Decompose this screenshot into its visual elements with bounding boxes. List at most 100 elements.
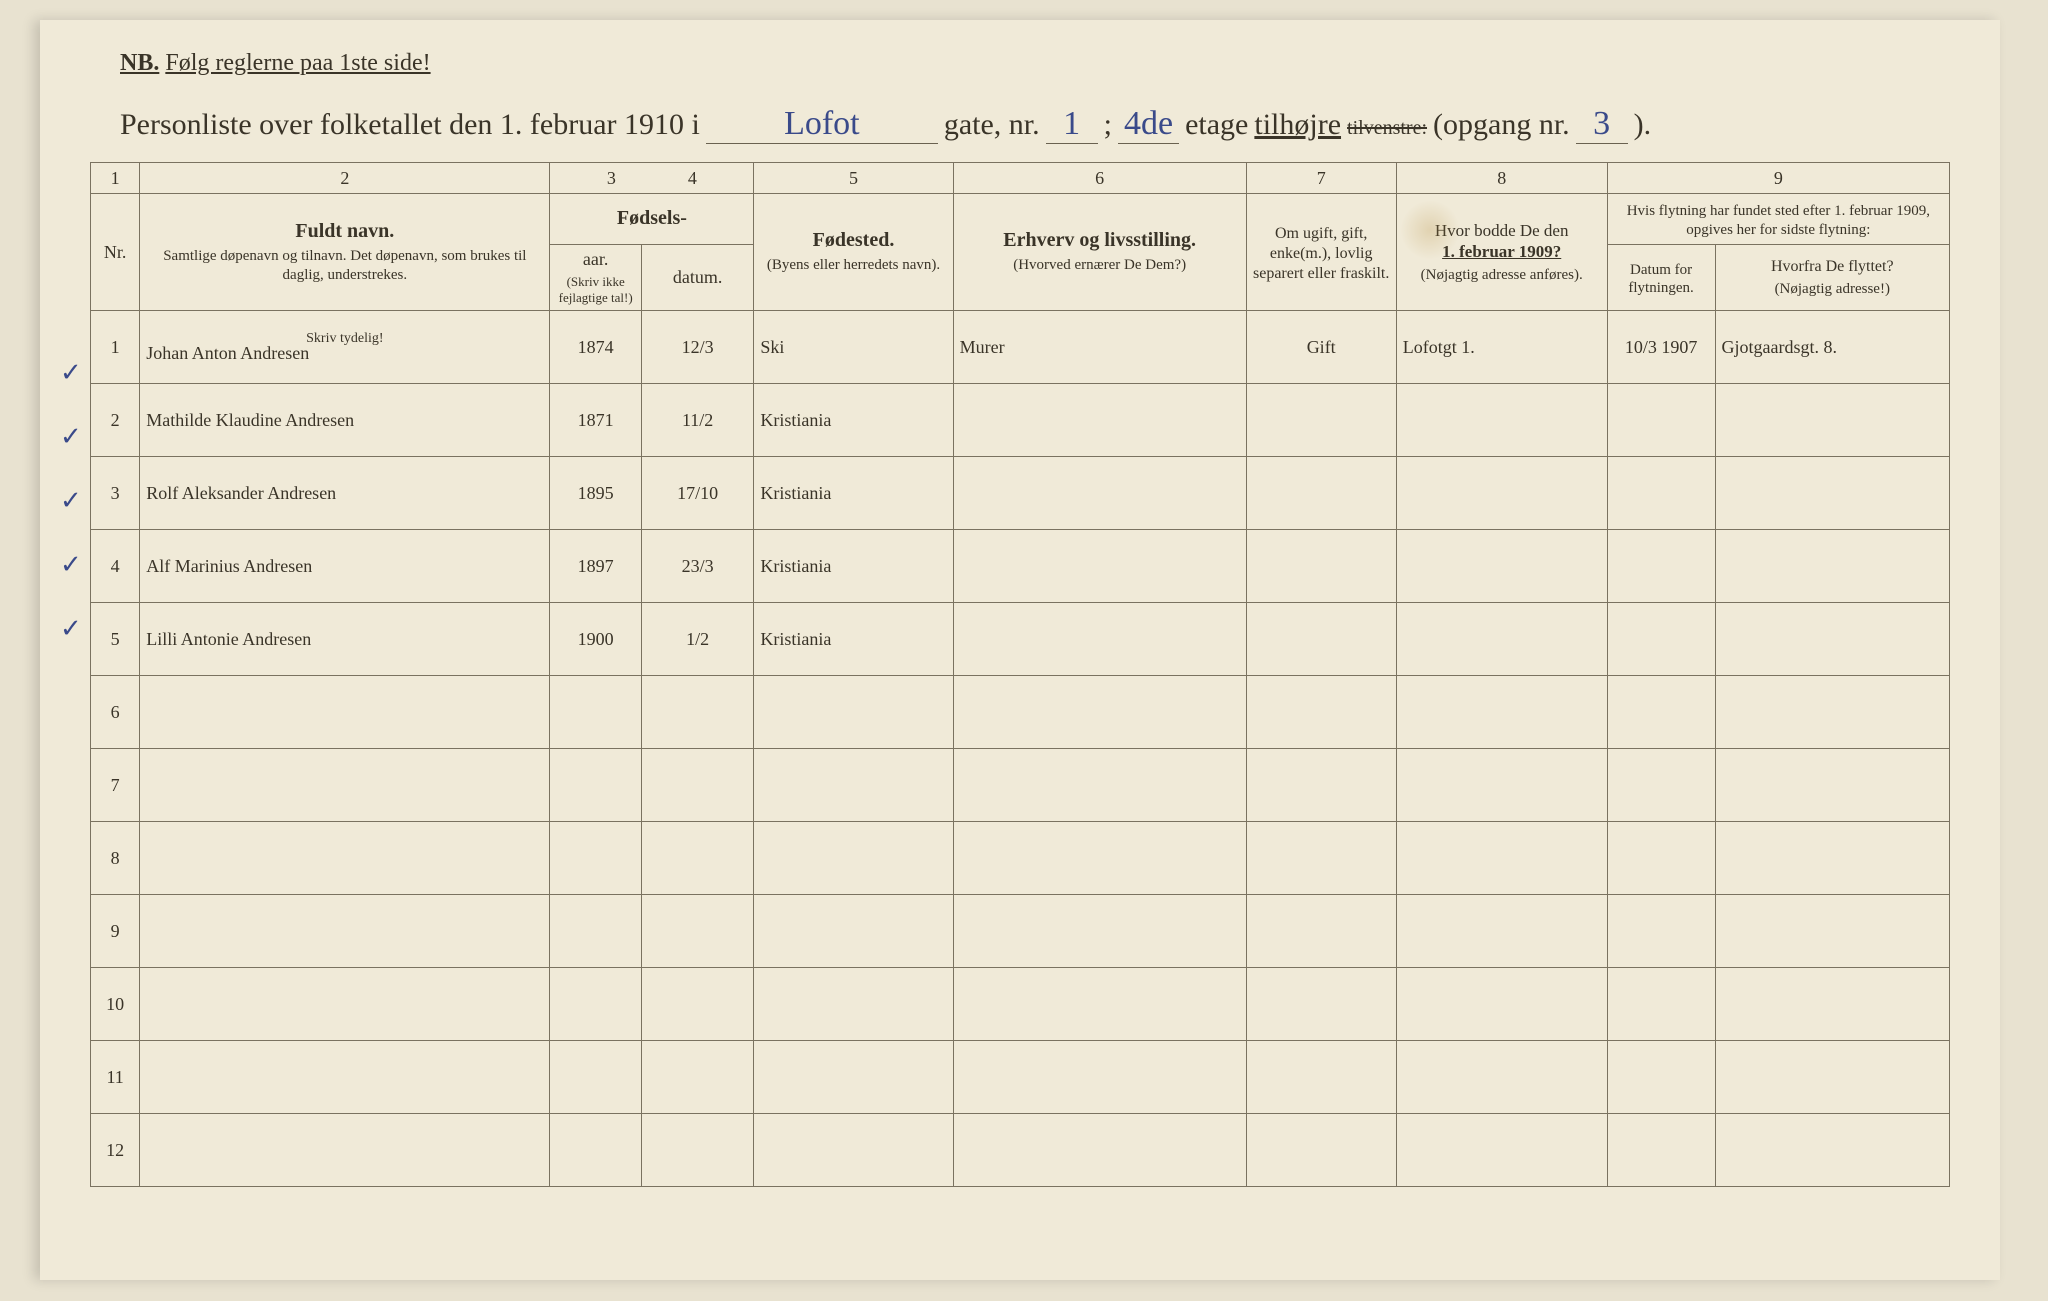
cell-fodested [754, 968, 953, 1041]
cell-bodde [1396, 1114, 1607, 1187]
cell-hvorfra [1715, 384, 1950, 457]
cell-flyt-datum [1607, 384, 1715, 457]
semicolon: ; [1104, 108, 1112, 142]
cell-status [1246, 457, 1396, 530]
cell-erhverv: Murer [953, 311, 1246, 384]
row-number: 5 [91, 603, 140, 676]
cell-aar: 1871 [550, 384, 641, 457]
cell-erhverv [953, 676, 1246, 749]
row-number: 3 [91, 457, 140, 530]
table-row: 7 [91, 749, 1950, 822]
row-number: 12 [91, 1114, 140, 1187]
cell-datum [641, 1041, 754, 1114]
cell-status [1246, 603, 1396, 676]
etage-label: etage [1185, 108, 1248, 142]
cell-flyt-datum [1607, 968, 1715, 1041]
cell-datum: 17/10 [641, 457, 754, 530]
margin-check-1: ✓ [60, 358, 82, 388]
cell-flyt-datum: 10/3 1907 [1607, 311, 1715, 384]
cell-hvorfra [1715, 968, 1950, 1041]
cell-bodde [1396, 676, 1607, 749]
gate-number: 1 [1046, 105, 1098, 144]
tilhojre: tilhøjre [1254, 108, 1341, 142]
cell-erhverv [953, 384, 1246, 457]
cell-aar: 1895 [550, 457, 641, 530]
table-row: 8 [91, 822, 1950, 895]
cell-bodde [1396, 1041, 1607, 1114]
hdr-aar: aar. (Skriv ikke fejlagtige tal!) [550, 244, 641, 311]
table-header: 1 2 3 4 5 6 7 8 9 Nr. Fuldt navn. Samtli… [91, 163, 1950, 311]
cell-fodested [754, 1041, 953, 1114]
title-prefix: Personliste over folketallet den 1. febr… [120, 108, 700, 142]
cell-name [140, 1114, 550, 1187]
hdr-fodsels: Fødsels- [550, 194, 754, 245]
cell-flyt-datum [1607, 603, 1715, 676]
cell-status [1246, 1114, 1396, 1187]
cell-status [1246, 749, 1396, 822]
table-row: 3Rolf Aleksander Andresen189517/10Kristi… [91, 457, 1950, 530]
cell-flyt-datum [1607, 749, 1715, 822]
colnum-8: 8 [1396, 163, 1607, 194]
cell-fodested: Ski [754, 311, 953, 384]
cell-datum: 23/3 [641, 530, 754, 603]
row-number: 10 [91, 968, 140, 1041]
cell-name: Mathilde Klaudine Andresen [140, 384, 550, 457]
margin-check-3: ✓ [60, 486, 82, 516]
cell-fodested [754, 749, 953, 822]
cell-name [140, 822, 550, 895]
cell-fodested: Kristiania [754, 603, 953, 676]
cell-datum [641, 895, 754, 968]
colnum-7: 7 [1246, 163, 1396, 194]
etage-number: 4de [1118, 105, 1179, 144]
hdr-ugift: Om ugift, gift, enke(m.), lovlig separer… [1246, 194, 1396, 311]
cell-status [1246, 822, 1396, 895]
closing-paren: ). [1634, 108, 1652, 142]
nb-instruction: NB. Følg reglerne paa 1ste side! [120, 50, 1950, 77]
cell-hvorfra [1715, 457, 1950, 530]
cell-fodested: Kristiania [754, 384, 953, 457]
cell-erhverv [953, 603, 1246, 676]
table-row: 11 [91, 1041, 1950, 1114]
opgang-number: 3 [1576, 105, 1628, 144]
cell-name: Rolf Aleksander Andresen [140, 457, 550, 530]
hdr-datum-flyt: Datum for flytningen. [1607, 244, 1715, 311]
row-number: 7 [91, 749, 140, 822]
cell-datum [641, 1114, 754, 1187]
cell-hvorfra: Gjotgaardsgt. 8. [1715, 311, 1950, 384]
cell-name: Skriv tydelig!Johan Anton Andresen [140, 311, 550, 384]
cell-fodested [754, 822, 953, 895]
street-name: Lofot [706, 105, 938, 144]
cell-hvorfra [1715, 1114, 1950, 1187]
row-number: 4 [91, 530, 140, 603]
cell-flyt-datum [1607, 1114, 1715, 1187]
census-table: 1 2 3 4 5 6 7 8 9 Nr. Fuldt navn. Samtli… [90, 162, 1950, 1187]
cell-fodested [754, 1114, 953, 1187]
cell-name [140, 676, 550, 749]
cell-datum [641, 968, 754, 1041]
opgang-label: (opgang nr. [1433, 108, 1570, 142]
cell-fodested: Kristiania [754, 457, 953, 530]
table-row: 1Skriv tydelig!Johan Anton Andresen18741… [91, 311, 1950, 384]
cell-hvorfra [1715, 822, 1950, 895]
cell-status [1246, 895, 1396, 968]
colnum-6: 6 [953, 163, 1246, 194]
cell-hvorfra [1715, 530, 1950, 603]
row-number: 11 [91, 1041, 140, 1114]
cell-erhverv [953, 1114, 1246, 1187]
cell-status [1246, 676, 1396, 749]
colnum-1: 1 [91, 163, 140, 194]
cell-status [1246, 968, 1396, 1041]
hdr-fodested: Fødested. (Byens eller herredets navn). [754, 194, 953, 311]
cell-flyt-datum [1607, 530, 1715, 603]
hdr-name: Fuldt navn. Samtlige døpenavn og tilnavn… [140, 194, 550, 311]
table-row: 5Lilli Antonie Andresen19001/2Kristiania [91, 603, 1950, 676]
nb-text: Følg reglerne paa 1ste side! [165, 50, 430, 76]
cell-bodde: Lofotgt 1. [1396, 311, 1607, 384]
table-row: 4Alf Marinius Andresen189723/3Kristiania [91, 530, 1950, 603]
cell-erhverv [953, 530, 1246, 603]
cell-status: Gift [1246, 311, 1396, 384]
cell-name [140, 968, 550, 1041]
census-form-page: NB. Følg reglerne paa 1ste side! Personl… [40, 20, 2000, 1280]
row-number: 9 [91, 895, 140, 968]
colnum-5: 5 [754, 163, 953, 194]
